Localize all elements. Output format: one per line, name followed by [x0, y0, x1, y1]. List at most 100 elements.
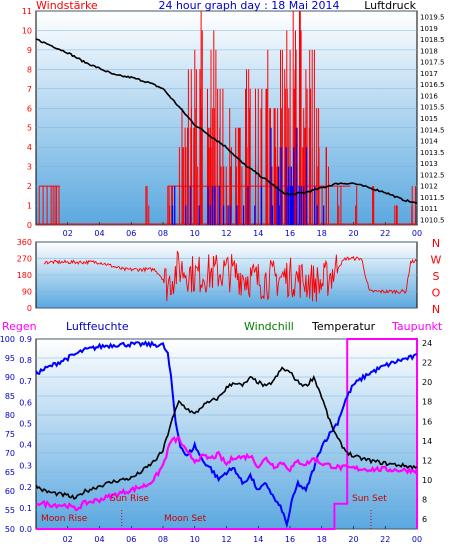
temp-tick-label: 18	[422, 398, 432, 407]
humidity-tick-label: 70	[5, 449, 15, 458]
wind-tick-label: 6	[27, 104, 32, 113]
wind-tick-label: 2	[27, 182, 32, 191]
compass-label: S	[433, 270, 440, 283]
regen-label: Regen	[2, 320, 37, 333]
dewpoint-line	[36, 435, 419, 512]
wind-tick-label: 3	[27, 163, 32, 172]
pressure-tick-label: 1015	[420, 115, 438, 123]
humidity-tick-label: 95	[5, 354, 15, 363]
compass-label: N	[432, 237, 440, 250]
time-tick-label: 04	[94, 229, 104, 238]
compass-label: W	[431, 254, 442, 267]
direction-tick-label: 90	[22, 288, 32, 297]
wind-tick-label: 11	[22, 7, 32, 16]
direction-tick-label: 360	[17, 238, 32, 247]
humidity-tick-label: 50	[5, 525, 15, 534]
humidity-tick-label: 65	[5, 468, 15, 477]
time-tick-label: 08	[158, 535, 168, 544]
pressure-tick-label: 1012.5	[420, 171, 445, 179]
moon-rise-label: Moon Rise	[41, 514, 88, 524]
wind-tick-label: 0	[27, 221, 32, 230]
luftfeuchte-label: Luftfeuchte	[66, 320, 129, 333]
temperature-line	[35, 366, 418, 500]
time-tick-label: 20	[348, 229, 358, 238]
direction-tick-label: 270	[17, 255, 32, 264]
temp-tick-label: 10	[422, 476, 432, 485]
time-tick-label: 02	[63, 229, 73, 238]
humidity-tick-label: 100	[0, 335, 15, 344]
time-tick-label: 02	[63, 535, 73, 544]
temp-tick-label: 24	[422, 339, 432, 348]
wind-direction-line	[43, 250, 417, 302]
time-tick-label: 18	[317, 535, 327, 544]
pressure-tick-label: 1011	[420, 205, 438, 213]
rain-tick-label: 0.2	[19, 483, 32, 492]
luftdruck-label: Luftdruck	[364, 0, 416, 12]
time-tick-label: 00	[412, 535, 422, 544]
windchill-label: Windchill	[244, 320, 294, 333]
time-tick-label: 16	[285, 535, 295, 544]
time-tick-label: 10	[190, 229, 200, 238]
pressure-tick-label: 1010.5	[420, 216, 445, 224]
pressure-tick-label: 1013	[420, 160, 438, 168]
time-tick-label: 22	[380, 229, 390, 238]
rain-line	[36, 338, 418, 530]
pressure-tick-label: 1016.5	[420, 81, 445, 89]
rain-tick-label: 0.6	[19, 398, 32, 407]
direction-tick-label: 180	[17, 271, 32, 280]
pressure-tick-label: 1019	[420, 25, 438, 33]
pressure-tick-label: 1019.5	[420, 14, 445, 22]
pressure-tick-label: 1015.5	[420, 104, 445, 112]
pressure-tick-label: 1018	[420, 47, 438, 55]
taupunkt-label: Taupunkt	[391, 320, 443, 333]
time-tick-label: 04	[94, 535, 104, 544]
wind-tick-label: 9	[27, 46, 32, 55]
temp-tick-label: 14	[422, 437, 432, 446]
time-tick-label: 08	[158, 229, 168, 238]
pressure-line	[35, 38, 418, 204]
rain-tick-label: 0.3	[19, 462, 32, 471]
time-tick-label: 10	[190, 535, 200, 544]
humidity-tick-label: 55	[5, 506, 15, 515]
pressure-tick-label: 1011.5	[420, 194, 445, 202]
rain-tick-label: 0.0	[19, 525, 32, 534]
pressure-tick-label: 1014	[420, 138, 438, 146]
time-tick-label: 14	[253, 229, 263, 238]
pressure-tick-label: 1017	[420, 70, 438, 78]
time-tick-label: 00	[412, 229, 422, 238]
humidity-line	[35, 340, 417, 529]
humidity-tick-label: 85	[5, 392, 15, 401]
humidity-tick-label: 75	[5, 430, 15, 439]
wind-tick-label: 10	[22, 26, 32, 35]
temp-tick-label: 6	[422, 515, 427, 524]
temp-tick-label: 12	[422, 456, 432, 465]
pressure-tick-label: 1017.5	[420, 59, 445, 67]
time-tick-label: 18	[317, 229, 327, 238]
rain-tick-label: 0.8	[19, 356, 32, 365]
humidity-tick-label: 80	[5, 411, 15, 420]
humidity-tick-label: 60	[5, 487, 15, 496]
rain-tick-label: 0.4	[19, 441, 32, 450]
rain-tick-label: 0.5	[19, 419, 32, 428]
temp-tick-label: 22	[422, 359, 432, 368]
wind-tick-label: 5	[27, 124, 32, 133]
sun-set-label: Sun Set	[352, 494, 387, 504]
sun-rise-label: Sun Rise	[110, 494, 149, 504]
rain-tick-label: 0.7	[19, 377, 32, 386]
time-tick-label: 20	[348, 535, 358, 544]
humidity-tick-label: 90	[5, 373, 15, 382]
compass-label: O	[432, 287, 441, 300]
pressure-tick-label: 1016	[420, 92, 438, 100]
wind-tick-label: 7	[27, 85, 32, 94]
time-tick-label: 06	[126, 229, 136, 238]
time-tick-label: 14	[253, 535, 263, 544]
temp-tick-label: 16	[422, 417, 432, 426]
rain-tick-label: 0.1	[19, 504, 32, 513]
wind-tick-label: 1	[27, 202, 32, 211]
time-tick-label: 12	[221, 229, 231, 238]
windstaerke-label: Windstärke	[36, 0, 98, 12]
time-tick-label: 12	[221, 535, 231, 544]
moon-set-label: Moon Set	[164, 514, 207, 524]
pressure-tick-label: 1018.5	[420, 36, 445, 44]
